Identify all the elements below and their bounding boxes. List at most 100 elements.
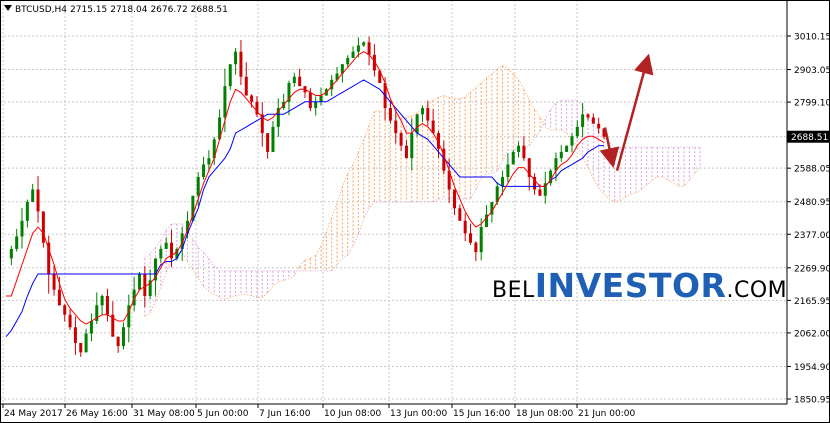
symbol-label: BTCUSD,H4: [15, 5, 68, 15]
candle-body: [436, 133, 440, 149]
candle-body: [527, 158, 531, 177]
candle-body: [63, 305, 67, 315]
candle-body: [335, 73, 339, 80]
candle-body: [154, 258, 157, 281]
candle-body: [404, 145, 408, 159]
candle-body: [266, 133, 270, 152]
watermark-part3: .COM: [726, 278, 788, 303]
candle-body: [549, 170, 553, 184]
y-tick-label: 1954.90: [794, 363, 830, 373]
candle-body: [255, 101, 259, 115]
forecast-arrows: [599, 53, 654, 172]
candle-body: [292, 76, 296, 84]
candle-body: [52, 274, 56, 290]
forecast-arrow-up: [615, 53, 654, 172]
candle-body: [164, 242, 168, 249]
y-tick-label: 3010.15: [794, 33, 830, 43]
candle-body: [378, 70, 382, 84]
high-value: 2718.04: [110, 5, 148, 15]
y-tick-label: 1850.95: [794, 396, 830, 406]
candle-body: [234, 51, 238, 65]
open-value: 2715.15: [70, 5, 108, 15]
y-tick-label: 2377.00: [794, 231, 830, 241]
candle-body: [186, 220, 190, 234]
candle-body: [314, 101, 318, 109]
candle-body: [132, 289, 136, 306]
candle-body: [170, 242, 174, 259]
candle-body: [207, 158, 211, 165]
x-tick-label: 15 Jun 16:00: [453, 409, 510, 419]
candle-body: [95, 305, 99, 322]
candle-body: [271, 126, 275, 152]
candle-body: [597, 123, 601, 129]
candle-body: [399, 133, 403, 146]
kijun-sen-line: [5, 79, 604, 338]
candle-body: [68, 314, 72, 328]
candle-body: [196, 176, 200, 196]
watermark-logo: BELINVESTOR.COM: [492, 266, 787, 305]
candle-body: [73, 327, 77, 343]
candle-body: [511, 151, 515, 165]
candle-body: [159, 248, 163, 259]
watermark-part2: INVESTOR: [534, 266, 727, 305]
candle-body: [559, 151, 563, 159]
candle-body: [394, 120, 398, 134]
y-tick-label: 2062.00: [794, 329, 830, 339]
candle-body: [581, 114, 585, 127]
candle-body: [25, 202, 29, 221]
candle-body: [602, 128, 606, 137]
x-tick-label: 18 Jun 08:00: [516, 409, 573, 419]
candle-body: [239, 51, 243, 77]
candle-body: [415, 114, 419, 134]
candle-body: [41, 211, 45, 243]
candle-body: [111, 314, 115, 337]
candle-body: [485, 214, 489, 228]
candle-body: [20, 220, 24, 237]
candle-body: [9, 248, 13, 259]
candle-body: [15, 236, 19, 249]
x-tick-label: 21 Jun 00:00: [578, 409, 635, 419]
candle-body: [591, 117, 595, 124]
candle-body: [388, 108, 392, 121]
candle-body: [218, 117, 222, 140]
candle-body: [554, 158, 558, 171]
current-price-tag: [787, 130, 830, 143]
candle-body: [346, 57, 350, 65]
candle-body: [453, 189, 456, 209]
x-tick-label: 24 May 2017: [4, 409, 63, 419]
y-tick-label: 2480.95: [794, 198, 830, 208]
candle-body: [367, 42, 371, 55]
candle-body: [36, 189, 40, 212]
candle-body: [458, 208, 462, 221]
candle-body: [228, 64, 232, 87]
dropdown-triangle-icon[interactable]: [4, 5, 12, 11]
candle-body: [143, 274, 147, 296]
x-tick-label: 26 May 16:00: [66, 409, 128, 419]
candle-body: [191, 195, 195, 221]
y-tick-label: 2269.90: [794, 264, 830, 274]
candle-body: [287, 83, 291, 102]
x-tick-label: 7 Jun 16:00: [259, 409, 311, 419]
candle-body: [586, 114, 590, 118]
candle-body: [447, 170, 451, 190]
candle-body: [570, 136, 574, 146]
candle-body: [116, 336, 120, 347]
candle-body: [340, 64, 344, 74]
x-tick-label: 10 Jun 08:00: [324, 409, 381, 419]
y-tick-label: 2165.95: [794, 297, 830, 307]
candle-body: [533, 176, 537, 190]
candle-body: [180, 233, 184, 249]
candle-body: [298, 76, 302, 87]
candle-body: [89, 321, 93, 334]
candle-body: [543, 183, 547, 196]
candle-body: [250, 95, 254, 102]
candle-body: [479, 227, 483, 253]
current-price-label: 2688.51: [791, 133, 828, 143]
x-tick-label: 13 Jun 00:00: [390, 409, 447, 419]
candle-body: [463, 220, 467, 234]
candle-body: [420, 108, 424, 115]
forecast-arrow-down: [599, 127, 620, 169]
chart-header: BTCUSD,H4 2715.15 2718.04 2676.72 2688.51: [4, 5, 231, 15]
